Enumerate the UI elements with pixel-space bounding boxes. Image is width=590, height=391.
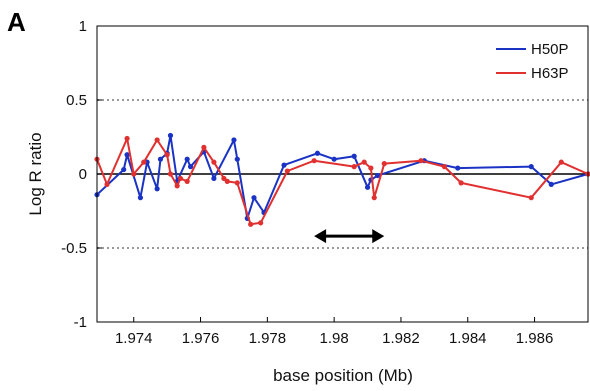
data-point	[184, 178, 190, 184]
data-point	[258, 220, 264, 226]
x-tick-label: 1.982	[382, 330, 420, 347]
y-tick-label: -1	[74, 314, 87, 331]
data-point	[371, 195, 377, 201]
y-tick-label: 0.5	[66, 92, 87, 109]
data-point	[374, 172, 381, 179]
series-h50p	[94, 132, 590, 221]
data-point	[368, 165, 374, 171]
y-tick-label: 1	[79, 18, 87, 35]
data-point	[141, 159, 147, 165]
data-point	[311, 158, 317, 164]
data-point	[177, 175, 184, 182]
panel-label: A	[7, 7, 26, 37]
data-point	[211, 159, 217, 165]
y-axis-ticks: 1 0.5 0 -0.5 -1	[61, 18, 102, 331]
data-point	[121, 166, 127, 173]
x-tick-label: 1.98	[320, 330, 349, 347]
data-point	[364, 184, 371, 190]
data-point	[234, 180, 240, 186]
series-line	[96, 134, 589, 220]
data-point	[201, 144, 207, 150]
legend-label: H50P	[531, 41, 569, 58]
x-tick-label: 1.978	[249, 330, 287, 347]
data-point	[251, 195, 257, 201]
series-layer	[94, 132, 590, 227]
data-point	[351, 153, 357, 159]
data-point	[154, 137, 160, 143]
data-point	[224, 178, 230, 184]
y-tick-label: -0.5	[61, 240, 87, 257]
data-point	[361, 159, 367, 165]
data-point	[124, 135, 130, 142]
arrow-head-left	[314, 229, 327, 244]
data-point	[455, 165, 461, 171]
data-point	[458, 180, 464, 186]
data-point	[167, 132, 174, 139]
data-point	[548, 181, 554, 187]
data-point	[124, 152, 130, 158]
x-tick-label: 1.976	[182, 330, 220, 347]
data-point	[418, 158, 424, 164]
data-point	[234, 156, 240, 162]
x-axis-label: base position (Mb)	[273, 366, 413, 385]
data-point	[154, 186, 160, 192]
legend-label: H63P	[531, 65, 569, 82]
y-axis-label: Log R ratio	[26, 132, 45, 215]
region-arrow	[314, 229, 385, 244]
data-point	[528, 164, 534, 170]
data-point	[187, 164, 194, 170]
data-point	[211, 175, 217, 182]
x-tick-label: 1.974	[115, 330, 153, 347]
data-point	[441, 164, 447, 170]
x-tick-label: 1.984	[449, 330, 487, 347]
data-point	[351, 164, 357, 170]
data-point	[174, 183, 180, 189]
data-point	[381, 161, 387, 167]
reference-lines	[97, 99, 588, 249]
data-point	[131, 171, 137, 177]
data-point	[281, 162, 287, 168]
x-tick-label: 1.986	[516, 330, 554, 347]
y-tick-label: 0	[79, 166, 87, 183]
data-point	[528, 195, 534, 201]
data-point	[167, 171, 174, 177]
data-point	[184, 156, 190, 162]
x-axis-ticks: 1.974 1.976 1.978 1.98 1.982 1.984 1.986	[115, 317, 553, 347]
data-point	[104, 181, 110, 187]
data-point	[314, 150, 321, 156]
data-point	[331, 156, 337, 162]
data-point	[231, 137, 237, 143]
data-point	[164, 152, 170, 158]
data-point	[221, 175, 227, 182]
data-point	[137, 195, 144, 201]
arrow-head-right	[372, 229, 385, 244]
legend: H50P H63P	[496, 41, 569, 82]
data-point	[284, 168, 290, 174]
data-point	[157, 156, 164, 162]
data-point	[558, 159, 564, 165]
data-point	[248, 221, 254, 227]
series-line	[96, 137, 589, 226]
series-h63p	[94, 135, 590, 227]
